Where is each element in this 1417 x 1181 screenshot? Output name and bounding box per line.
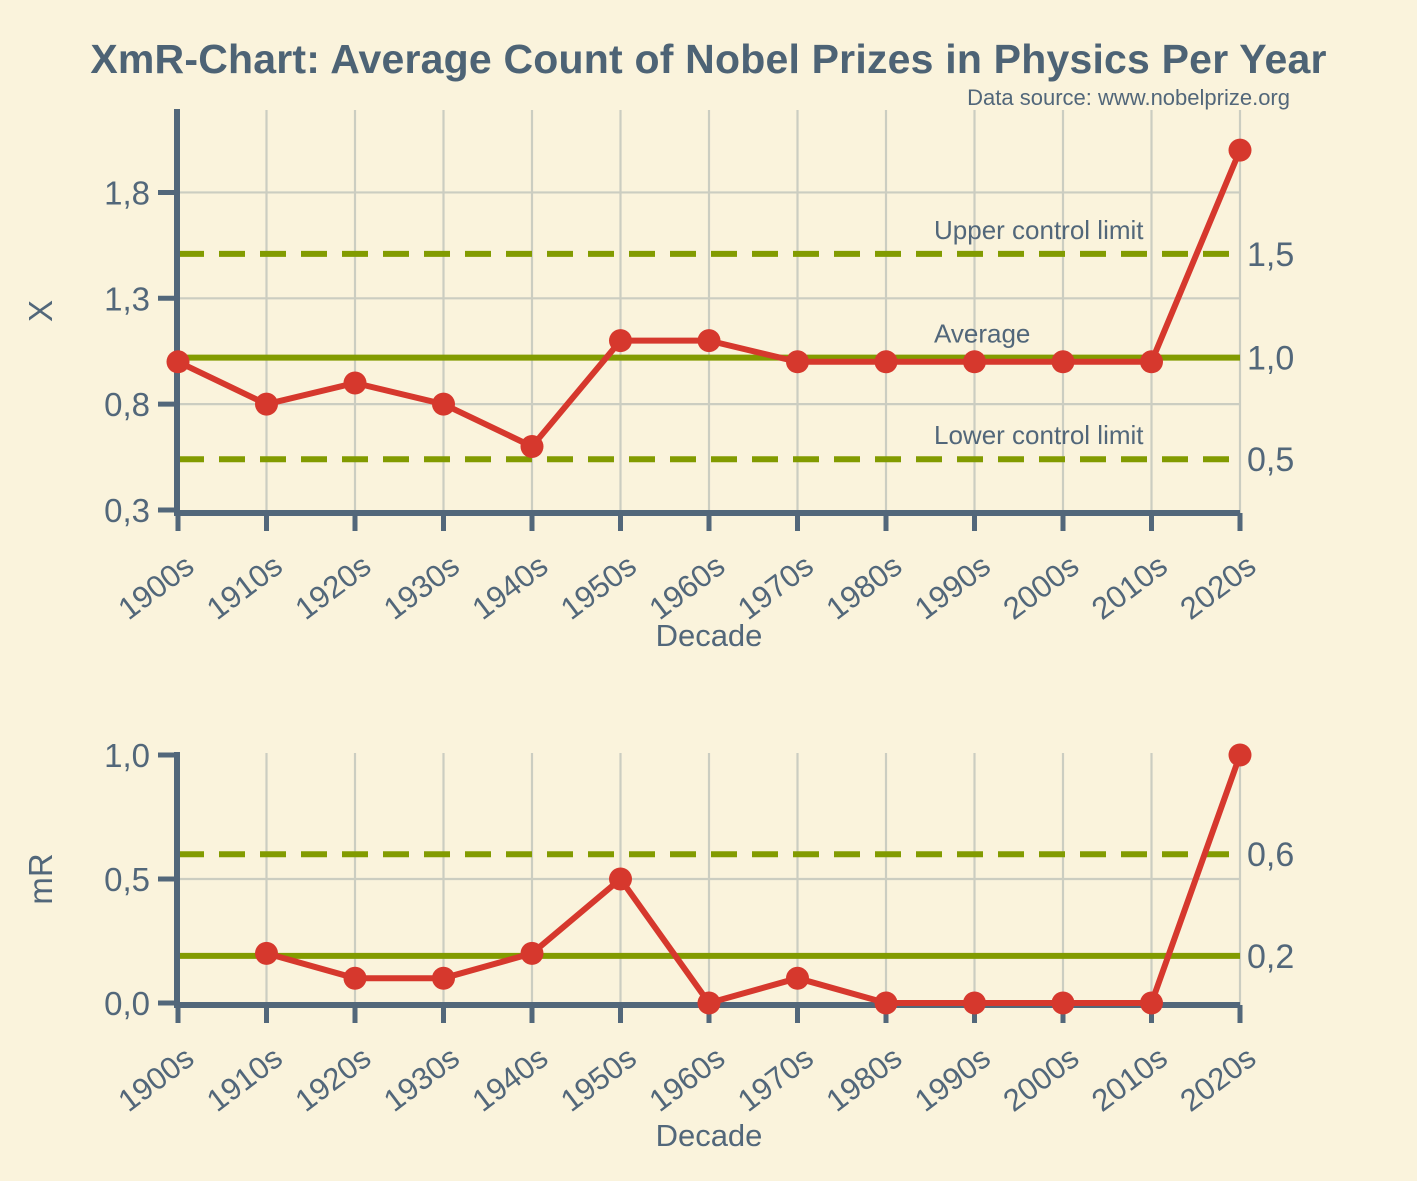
y-tick-label: 0,3 xyxy=(104,492,150,529)
x-tick-label: 1910s xyxy=(200,1040,289,1119)
data-point-1980s xyxy=(874,350,898,374)
data-point-1980s xyxy=(874,991,898,1015)
y-axis-title: mR xyxy=(22,853,59,904)
x-tick-label: 1960s xyxy=(643,548,732,627)
data-point-1990s xyxy=(963,350,986,374)
data-source-note: Data source: www.nobelprize.org xyxy=(967,85,1290,110)
y-tick-label: 0,5 xyxy=(104,861,150,898)
x-tick-label: 1980s xyxy=(820,1040,909,1119)
y-tick-label: 1,3 xyxy=(104,280,150,317)
x-tick-label: 2020s xyxy=(1174,1040,1263,1119)
upper-control-limit-value-label: 1,5 xyxy=(1247,236,1294,274)
data-point-1950s xyxy=(609,867,632,891)
data-point-2010s xyxy=(1140,350,1163,374)
x-tick-label: 1970s xyxy=(731,548,820,627)
lower-control-limit-value-label: 0,5 xyxy=(1247,441,1294,479)
x-tick-label: 2020s xyxy=(1174,548,1263,627)
data-point-1910s xyxy=(255,941,278,965)
average-label: Average xyxy=(934,319,1030,349)
x-tick-label: 1950s xyxy=(554,1040,643,1119)
x-axis-title: Decade xyxy=(656,618,763,653)
y-tick-label: 1,0 xyxy=(104,737,150,774)
x-tick-label: 1990s xyxy=(908,1040,997,1119)
y-tick-label: 0,8 xyxy=(104,386,150,423)
average-value-label: 0,2 xyxy=(1247,938,1294,976)
data-point-1930s xyxy=(432,966,455,990)
data-point-1970s xyxy=(786,350,809,374)
x-tick-label: 1930s xyxy=(377,1040,466,1119)
data-point-1920s xyxy=(343,966,367,990)
x-tick-label: 1900s xyxy=(112,1040,201,1119)
x-tick-label: 2000s xyxy=(997,1040,1086,1119)
x-tick-label: 1920s xyxy=(289,1040,378,1119)
x-tick-label: 1950s xyxy=(554,548,643,627)
data-point-1960s xyxy=(697,991,721,1015)
chart-title: XmR-Chart: Average Count of Nobel Prizes… xyxy=(90,36,1327,82)
x-chart: 1,5 Upper control limit 1,0 Average 0,5 Lower… xyxy=(22,109,1294,653)
data-point-1900s xyxy=(166,350,190,374)
data-point-1940s xyxy=(520,434,544,458)
x-tick-label: 2010s xyxy=(1085,1040,1174,1119)
x-tick-label: 1940s xyxy=(466,548,555,627)
y-tick-label: 1,8 xyxy=(104,174,150,211)
data-point-2020s xyxy=(1228,743,1252,767)
x-tick-label: 1930s xyxy=(377,548,466,627)
x-tick-label: 2000s xyxy=(997,548,1086,627)
x-tick-label: 1940s xyxy=(466,1040,555,1119)
x-tick-label: 1980s xyxy=(820,548,909,627)
x-tick-label: 1920s xyxy=(289,548,378,627)
x-tick-label: 2010s xyxy=(1085,548,1174,627)
x-axis-title: Decade xyxy=(656,1118,763,1153)
x-tick-label: 1990s xyxy=(908,548,997,627)
x-tick-label: 1970s xyxy=(731,1040,820,1119)
data-point-1950s xyxy=(609,329,632,353)
y-axis-title: X xyxy=(22,300,59,322)
average-value-label: 1,0 xyxy=(1247,340,1294,378)
x-tick-label: 1960s xyxy=(643,1040,732,1119)
data-point-1930s xyxy=(432,392,455,416)
mr-chart: 0,6 0,2 0,0 0,5 1,0 1900s 1910s 1920s 1930s 1940s… xyxy=(22,737,1294,1153)
upper-control-limit-label: Upper control limit xyxy=(934,215,1144,245)
data-point-2000s xyxy=(1051,991,1075,1015)
x-tick-label: 1910s xyxy=(200,548,289,627)
data-point-2020s xyxy=(1228,138,1252,162)
data-point-2000s xyxy=(1051,350,1075,374)
data-point-1960s xyxy=(697,329,721,353)
lower-control-limit-label: Lower control limit xyxy=(934,420,1144,450)
data-point-1940s xyxy=(520,941,544,965)
x-tick-label: 1900s xyxy=(112,548,201,627)
series-line xyxy=(263,752,1243,1006)
data-point-1920s xyxy=(343,371,367,395)
data-point-1910s xyxy=(255,392,278,416)
data-point-2010s xyxy=(1140,991,1163,1015)
upper-control-limit-value-label: 0,6 xyxy=(1247,836,1294,874)
data-point-1970s xyxy=(786,966,809,990)
y-tick-label: 0,0 xyxy=(104,985,150,1022)
data-point-1990s xyxy=(963,991,986,1015)
